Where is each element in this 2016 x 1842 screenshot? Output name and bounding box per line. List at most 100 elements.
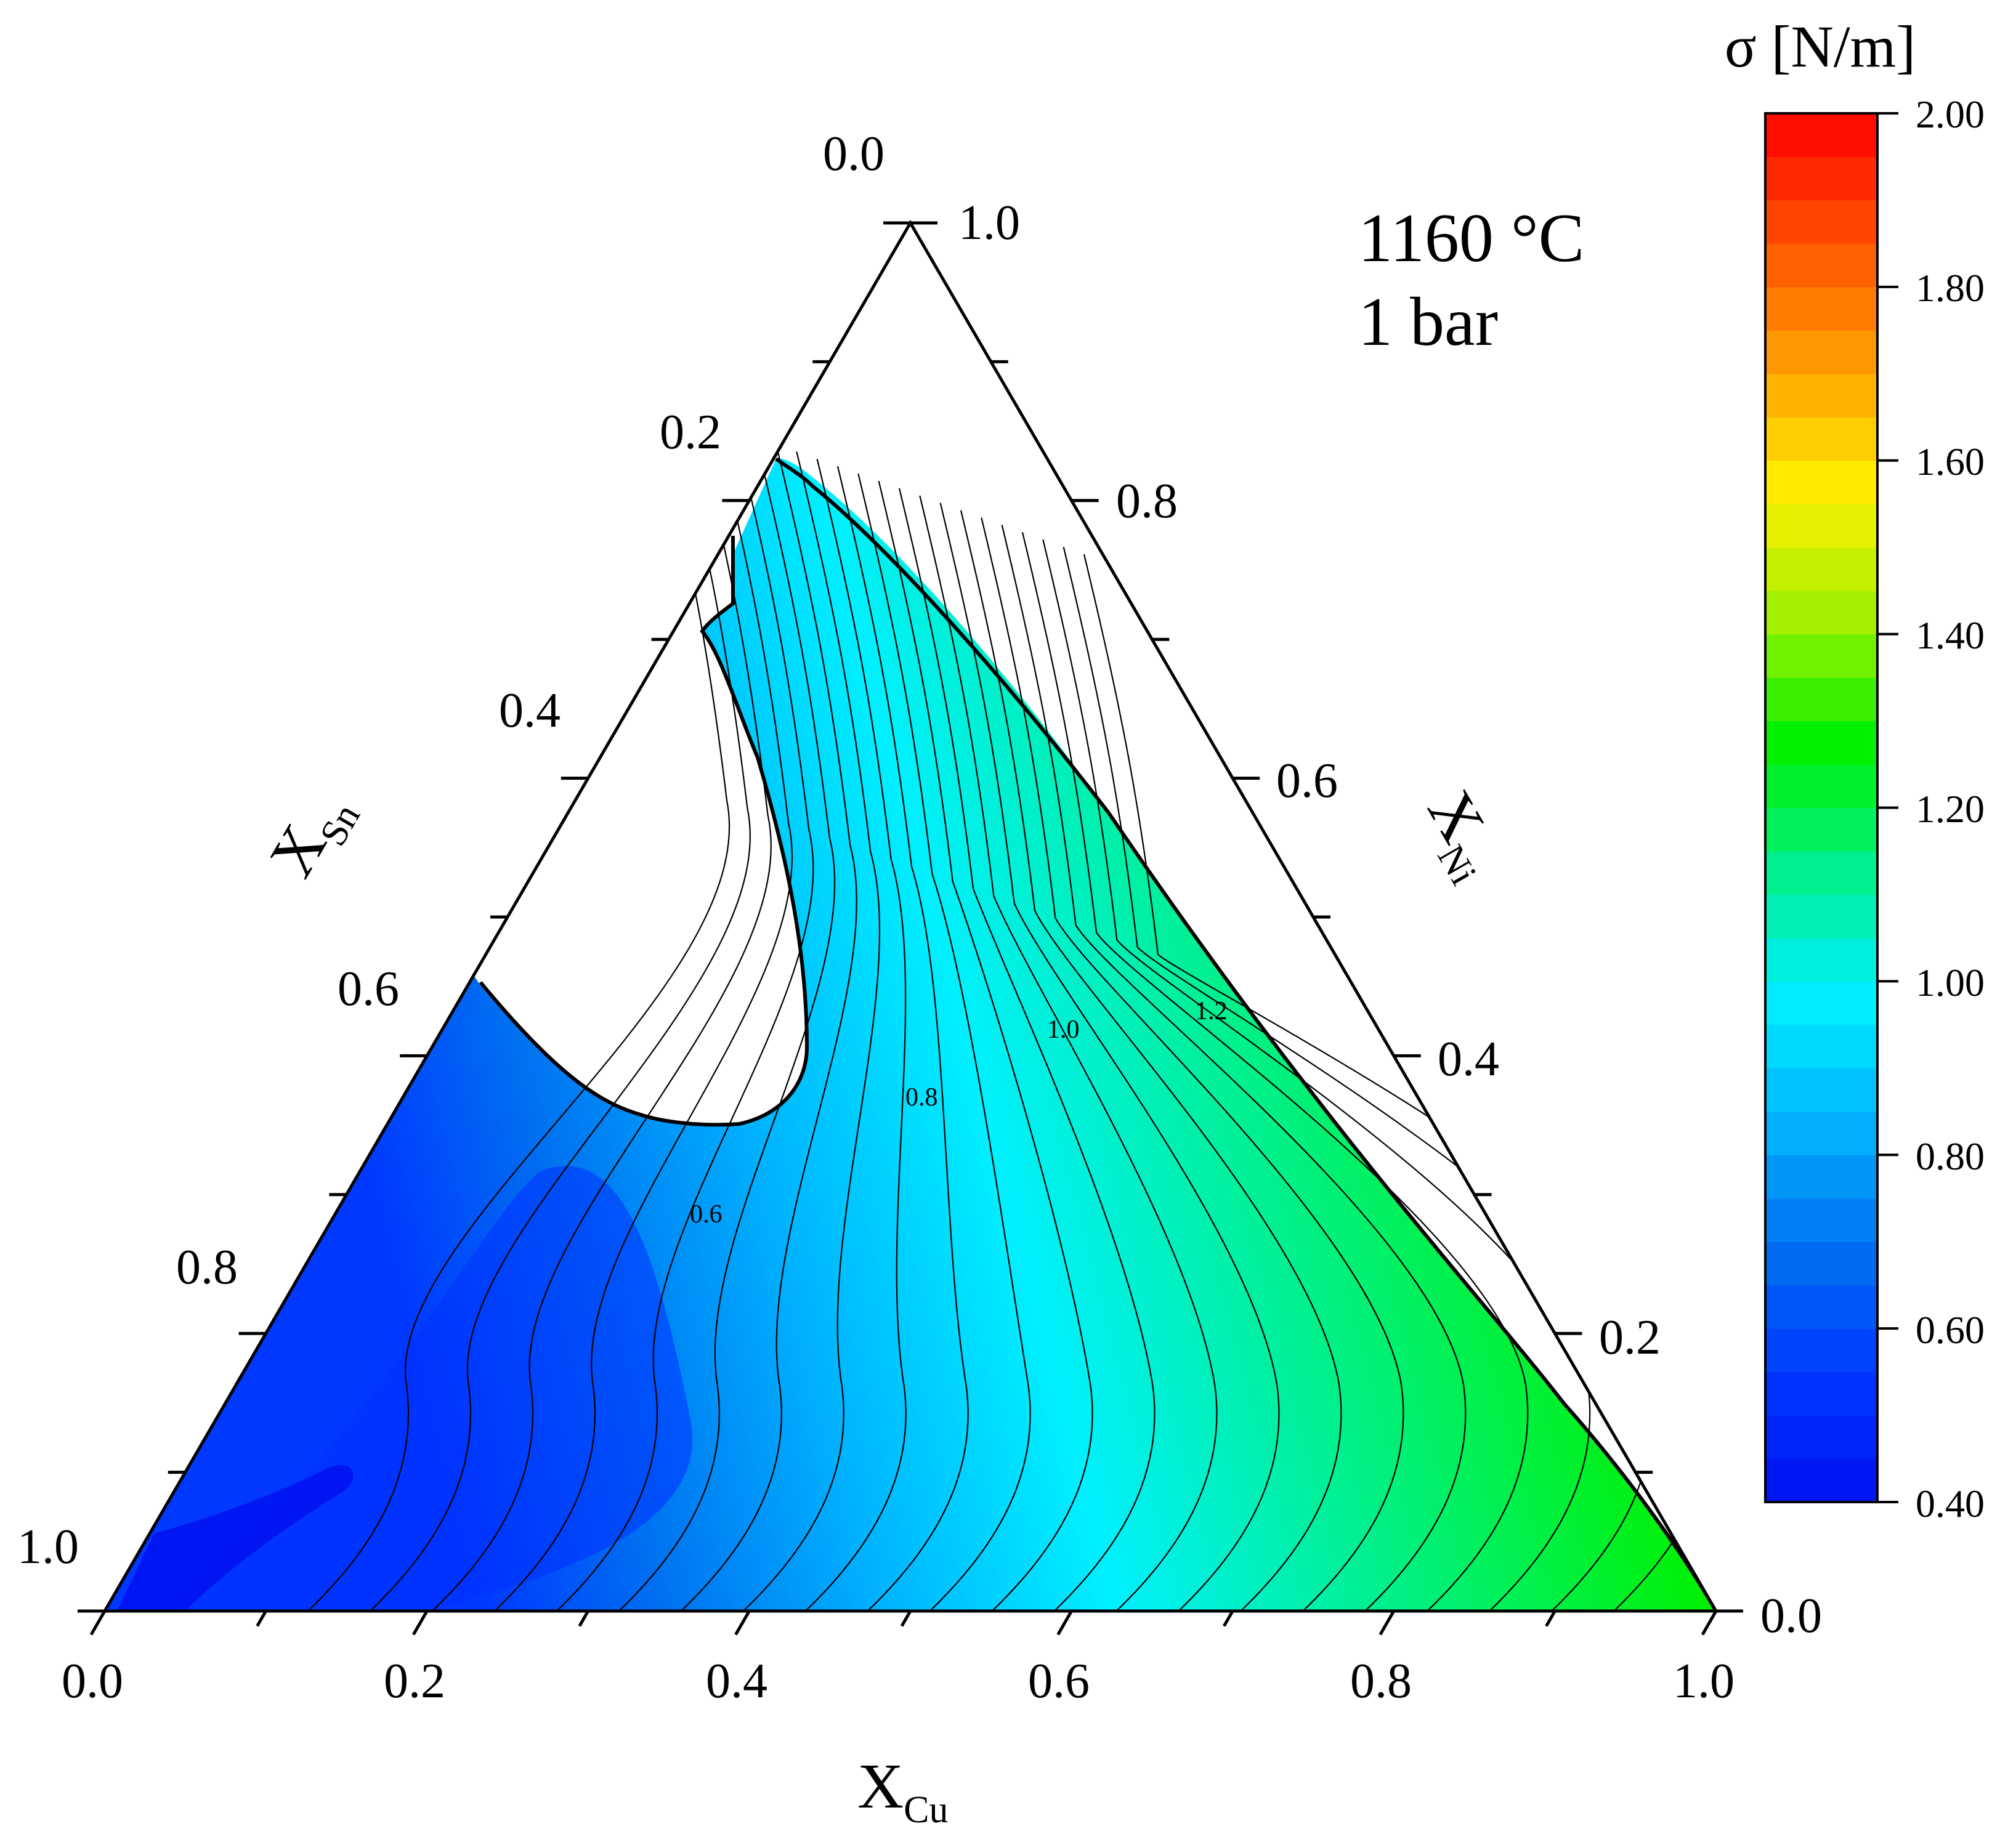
left-tick-label: 0.2 (660, 405, 721, 459)
bottom-tick-label: 1.0 (1673, 1654, 1735, 1708)
colorbar-band (1765, 330, 1877, 374)
colorbar-band (1765, 981, 1877, 1025)
left-tick-label: 1.0 (17, 1520, 79, 1574)
colorbar-band (1765, 460, 1877, 504)
bottom-tick-label: 0.4 (706, 1654, 767, 1708)
right-tick-label: 0.8 (1116, 474, 1178, 528)
colorbar-tick-label: 1.60 (1916, 440, 1985, 483)
contour-line (370, 407, 751, 1611)
colorbar-band (1765, 504, 1877, 548)
left-tick-label: 0.4 (499, 684, 561, 738)
contour-line (981, 517, 1404, 1611)
contour-line (1042, 539, 1591, 1611)
colorbar-band (1765, 373, 1877, 418)
contour-line (1001, 525, 1467, 1611)
left-tick-label: 0.6 (338, 962, 399, 1016)
bottom-axis-tick-labels: 0.0 0.2 0.4 0.6 0.8 1.0 (62, 1654, 1735, 1708)
left-tick-label: 0.0 (823, 127, 885, 181)
contour-line (960, 510, 1342, 1611)
colorbar-band (1765, 1198, 1877, 1242)
axis-tick (1223, 1610, 1234, 1627)
bottom-tick-label: 0.0 (62, 1654, 123, 1708)
axis-tick (900, 1610, 912, 1627)
colorbar-tick-label: 0.40 (1916, 1482, 1985, 1525)
colorbar-tick-label: 1.80 (1916, 266, 1985, 310)
excluded-region-right (776, 223, 1716, 1611)
right-axis-title-group: XNi (1406, 779, 1518, 892)
right-axis-title: XNi (1406, 779, 1518, 892)
right-tick-label: 0.4 (1438, 1032, 1499, 1086)
colorbar-band (1765, 113, 1877, 158)
bottom-tick-label: 0.8 (1350, 1654, 1412, 1708)
colorbar-band (1765, 156, 1877, 201)
contour-line (618, 437, 836, 1611)
contour-min-core (117, 1465, 354, 1611)
colorbar-tick-labels: 2.00 1.80 1.60 1.40 1.20 1.00 0.80 0.60 … (1916, 92, 1985, 1525)
contour-line (556, 429, 814, 1611)
colorbar-band (1765, 1068, 1877, 1112)
contour-label-0.6: 0.6 (690, 1200, 723, 1229)
contour-line (857, 473, 1031, 1611)
colorbar-tick-label: 2.00 (1916, 92, 1985, 136)
excluded-region-left (474, 223, 910, 1125)
axis-tick (1378, 1610, 1395, 1636)
right-tick-label: 0.6 (1276, 754, 1338, 808)
colorbar-tick-label: 1.00 (1916, 961, 1985, 1004)
axis-ticks (78, 221, 1743, 1636)
contour-line (307, 400, 731, 1611)
colorbar-tick-label: 1.40 (1916, 613, 1985, 657)
liquidus-boundary-right (775, 457, 1716, 1611)
axis-tick (1545, 1610, 1557, 1627)
colorbar-band (1765, 1242, 1877, 1286)
colorbar-band (1765, 721, 1877, 765)
contour-line (919, 495, 1218, 1611)
right-tick-label: 0.2 (1599, 1311, 1661, 1365)
contour-label-0.8: 0.8 (905, 1083, 938, 1112)
colorbar-band (1765, 1458, 1877, 1503)
colorbar: σ [N/m] 2.00 1.80 1.60 1.40 1.20 1.00 0.… (1725, 14, 1985, 1525)
colorbar-band (1765, 677, 1877, 722)
colorbar-band (1765, 1024, 1877, 1068)
colorbar-band (1765, 1111, 1877, 1155)
contour-labels: 0.6 0.8 1.0 1.2 (690, 997, 1228, 1229)
colorbar-bands (1765, 113, 1877, 1503)
colorbar-ticks (1877, 112, 1898, 1503)
colorbar-band (1765, 591, 1877, 635)
contour-line (494, 422, 793, 1611)
axis-tick (734, 1610, 751, 1636)
colorbar-band (1765, 1155, 1877, 1199)
colorbar-band (1765, 850, 1877, 895)
right-tick-label: 1.0 (958, 196, 1020, 250)
bottom-tick-label: 0.6 (1028, 1654, 1090, 1708)
condition-pressure: 1 bar (1358, 284, 1498, 360)
left-tick-label: 0.8 (176, 1240, 238, 1295)
contour-line (939, 503, 1280, 1611)
contour-lines (307, 400, 1715, 1611)
colorbar-tick-label: 0.60 (1916, 1308, 1985, 1352)
contour-line (1021, 532, 1529, 1611)
contour-line (680, 444, 857, 1611)
axis-tick (578, 1610, 589, 1627)
colorbar-tick-label: 1.20 (1916, 787, 1985, 831)
axis-tick (256, 1610, 267, 1627)
bottom-tick-label: 0.2 (384, 1654, 445, 1708)
contour-line (836, 466, 969, 1611)
colorbar-band (1765, 1371, 1877, 1416)
axis-tick (1701, 1610, 1718, 1636)
colorbar-band (1765, 894, 1877, 939)
colorbar-band (1765, 286, 1877, 331)
contour-line (878, 480, 1093, 1611)
right-axis-tick-labels: 1.0 0.8 0.6 0.4 0.2 0.0 (958, 196, 1822, 1643)
colorbar-band (1765, 634, 1877, 678)
bottom-axis-title-main: X (857, 1751, 904, 1822)
colorbar-band (1765, 243, 1877, 288)
contour-line (804, 458, 907, 1611)
condition-temperature: 1160 °C (1358, 200, 1584, 277)
contour-line (742, 451, 880, 1611)
colorbar-band (1765, 937, 1877, 982)
axis-tick (89, 1610, 107, 1636)
colorbar-title: σ [N/m] (1725, 14, 1916, 79)
left-axis-title: XSn (256, 778, 368, 893)
colorbar-tick-label: 0.80 (1916, 1134, 1985, 1178)
